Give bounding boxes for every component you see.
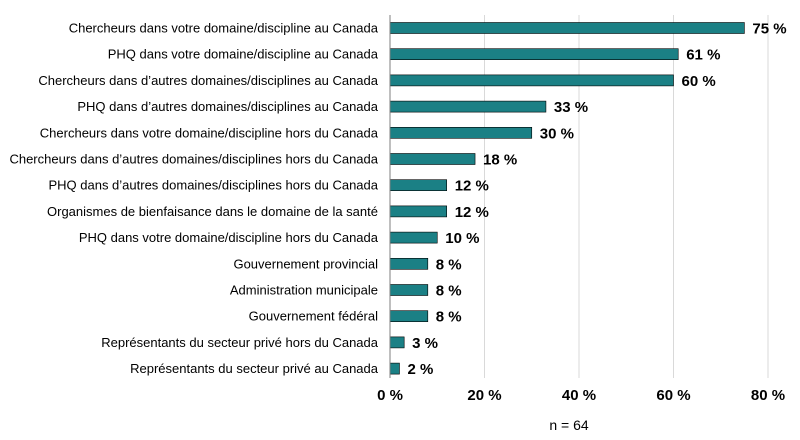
grid-lines [484,15,769,378]
value-label: 12 % [455,204,489,221]
x-tick-label: 0 % [377,387,403,404]
value-label: 12 % [455,178,489,195]
bar [389,127,533,139]
bar [389,74,674,87]
sample-size-note: n = 64 [549,417,589,433]
value-label: 30 % [540,125,574,142]
bar [389,100,547,113]
value-label: 10 % [445,230,479,247]
category-label: Représentants du secteur privé hors du C… [101,335,379,350]
x-tick-label: 40 % [562,387,596,404]
bar [389,48,679,61]
category-label: PHQ dans d’autres domaines/disciplines h… [48,178,378,193]
bar [389,362,400,375]
category-label: Représentants du secteur privé au Canada [130,361,379,376]
value-label: 18 % [483,152,517,169]
value-label: 33 % [554,99,588,116]
value-label: 60 % [682,73,716,90]
x-tick-label: 20 % [467,387,501,404]
category-label: Administration municipale [230,283,378,298]
value-label: 75 % [752,21,786,38]
category-label: Chercheurs dans votre domaine/discipline… [69,21,379,36]
value-label: 3 % [412,335,438,352]
bar [389,205,448,218]
category-label: PHQ dans votre domaine/discipline hors d… [79,230,379,245]
category-label: PHQ dans d’autres domaines/disciplines a… [77,99,378,114]
category-label: Chercheurs dans votre domaine/discipline… [40,125,379,140]
bar [389,153,476,165]
value-label: 8 % [436,309,462,326]
category-labels: Chercheurs dans votre domaine/discipline… [9,21,378,377]
bar [389,231,438,244]
value-label: 8 % [436,256,462,273]
bar [389,284,429,296]
category-label: PHQ dans votre domaine/discipline au Can… [108,47,379,62]
value-label: 8 % [436,283,462,300]
value-labels: 75 % 61 % 60 % 33 % 30 % 18 % 12 % 12 % 10 % 8 % 8… [407,21,786,379]
category-label: Chercheurs dans d’autres domaines/discip… [9,152,378,167]
bar [389,310,429,323]
category-label: Gouvernement provincial [233,256,378,271]
x-tick-labels: 0 % 20 % 40 % 60 % 80 % [377,387,785,404]
bar [389,22,745,34]
value-label: 61 % [686,47,720,64]
bar [389,336,405,349]
category-label: Chercheurs dans d’autres domaines/discip… [38,73,378,88]
bar [389,257,429,270]
x-tick-label: 60 % [656,387,690,404]
category-label: Gouvernement fédéral [249,309,378,324]
bar [389,179,448,191]
value-label: 2 % [407,361,433,378]
x-tick-label: 80 % [751,387,785,404]
category-label: Organismes de bienfaisance dans le domai… [47,204,378,219]
